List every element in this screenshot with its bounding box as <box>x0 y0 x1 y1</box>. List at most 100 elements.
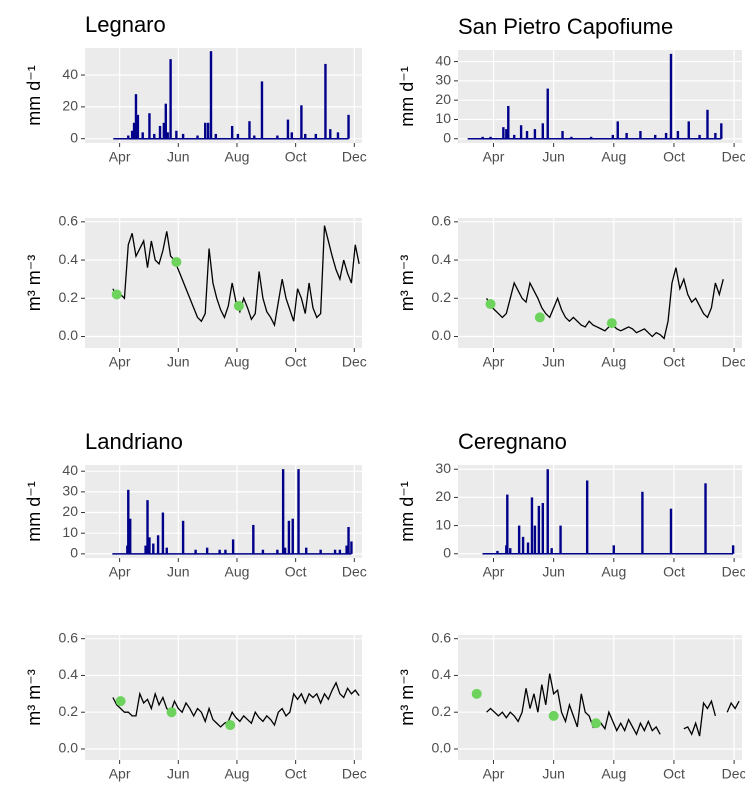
bar <box>496 550 499 554</box>
panel: San Pietro Capofiume mm d⁻¹ 0 10 20 30 40 Apr Ju… <box>397 14 745 165</box>
panel-title: Legnaro <box>85 12 166 37</box>
bar <box>304 133 307 139</box>
y-tick-label: 0.6 <box>432 213 452 229</box>
x-tick-label: Aug <box>225 149 250 165</box>
panel-title: San Pietro Capofiume <box>458 14 673 39</box>
y-tick-label: 0 <box>70 545 78 561</box>
x-tick-label: Apr <box>483 354 505 370</box>
bar <box>513 134 516 139</box>
observed-point <box>166 707 177 718</box>
bar <box>687 121 690 139</box>
y-tick-label: 20 <box>62 503 78 519</box>
observed-point <box>225 720 236 731</box>
y-tick-label: 40 <box>62 462 78 478</box>
x-tick-label: Dec <box>342 564 367 580</box>
y-tick-label: 0 <box>443 544 451 560</box>
x-tick-label: Aug <box>601 149 626 165</box>
bar <box>162 122 166 139</box>
bar <box>129 518 132 554</box>
y-tick-label: 10 <box>435 110 451 126</box>
y-tick-label: 20 <box>435 91 451 107</box>
x-tick-label: Oct <box>285 564 307 580</box>
x-tick-label: Oct <box>285 354 307 370</box>
panel: Landriano mm d⁻¹ 0 10 20 30 40 Apr Jun Aug Oct Dec <box>24 429 367 580</box>
bar <box>525 131 529 139</box>
bar <box>153 133 156 139</box>
bar <box>194 549 197 554</box>
y-tick-label: 20 <box>62 98 78 114</box>
bar <box>144 545 147 554</box>
bar <box>286 119 290 139</box>
bar <box>329 129 332 139</box>
bar <box>521 536 525 554</box>
bar <box>704 483 707 554</box>
x-tick-label: Jun <box>542 354 565 370</box>
bar <box>720 123 723 139</box>
bar <box>319 549 322 554</box>
soil-moisture-line <box>112 681 360 728</box>
bar <box>134 94 138 139</box>
observed-point <box>534 312 545 323</box>
bar <box>156 535 160 554</box>
bar <box>300 105 303 139</box>
y-tick-label: 0.6 <box>59 213 79 229</box>
y-tick-label: 40 <box>62 66 78 82</box>
bar <box>164 103 167 139</box>
bar <box>297 469 300 554</box>
y-tick-label: 0.4 <box>432 666 452 682</box>
x-tick-label: Oct <box>663 354 685 370</box>
y-axis-title: m³ m⁻³ <box>24 255 44 311</box>
bar <box>231 539 235 554</box>
y-tick-label: 0.0 <box>432 740 452 756</box>
y-tick-label: 0.0 <box>59 740 79 756</box>
bar <box>141 132 144 139</box>
x-tick-label: Jun <box>542 564 565 580</box>
y-tick-label: 10 <box>435 516 451 532</box>
x-tick-label: Oct <box>663 766 685 782</box>
bar <box>654 134 657 139</box>
bar <box>669 53 673 139</box>
y-tick-label: 0 <box>70 129 78 145</box>
bar <box>333 549 337 554</box>
bar <box>706 109 709 139</box>
bar <box>324 63 327 139</box>
bar <box>541 503 545 554</box>
y-axis-title: mm d⁻¹ <box>24 481 44 542</box>
x-tick-label: Apr <box>483 149 505 165</box>
bar <box>161 512 165 554</box>
bar <box>481 136 484 139</box>
bar <box>533 525 537 554</box>
bar <box>130 130 134 139</box>
bar <box>132 122 136 139</box>
bar <box>260 81 264 139</box>
bar <box>261 549 265 554</box>
bar <box>214 133 218 139</box>
panel: Legnaro mm d⁻¹ 0 20 40 Apr Jun Aug Oct Dec <box>24 12 367 165</box>
bar <box>209 51 213 139</box>
panel-background <box>458 465 742 558</box>
x-tick-label: Aug <box>225 564 250 580</box>
bar <box>505 129 508 139</box>
panel: m³ m⁻³ 0.0 0.2 0.4 0.6 Apr Jun Aug Oct Dec <box>24 629 367 781</box>
bar <box>731 545 735 554</box>
x-tick-label: Dec <box>722 149 745 165</box>
panel-title: Ceregnano <box>458 429 567 454</box>
bar <box>502 127 505 139</box>
observed-point <box>471 688 482 699</box>
x-tick-label: Jun <box>167 564 190 580</box>
x-tick-label: Apr <box>109 149 131 165</box>
bar <box>276 549 279 554</box>
y-tick-label: 10 <box>62 524 78 540</box>
x-tick-label: Jun <box>542 766 565 782</box>
bar <box>196 135 199 139</box>
bar <box>253 135 256 139</box>
bar <box>181 520 185 554</box>
observed-point <box>111 289 122 300</box>
x-tick-label: Jun <box>167 149 190 165</box>
bar <box>338 549 342 554</box>
soil-moisture-line <box>726 700 740 713</box>
bar <box>612 545 616 554</box>
bar <box>541 123 545 139</box>
x-tick-label: Jun <box>167 766 190 782</box>
x-tick-label: Jun <box>542 149 565 165</box>
